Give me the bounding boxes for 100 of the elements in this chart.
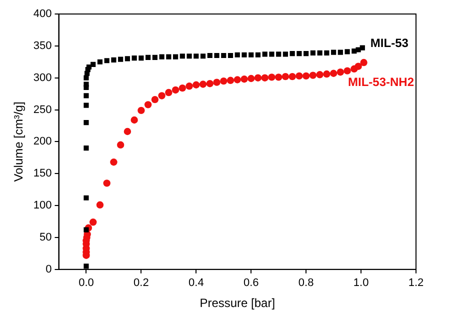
point — [194, 54, 199, 59]
point — [228, 52, 234, 58]
point — [336, 68, 344, 76]
point — [84, 82, 89, 87]
point — [330, 70, 338, 77]
point — [296, 51, 302, 56]
point — [207, 52, 212, 58]
point — [234, 52, 240, 58]
point — [166, 54, 172, 60]
point — [309, 72, 317, 79]
series-label: MIL-53 — [370, 36, 409, 50]
point — [290, 51, 295, 56]
point — [90, 218, 97, 226]
y-tick-label: 200 — [33, 136, 52, 148]
point — [84, 195, 89, 200]
point — [282, 72, 290, 80]
point — [269, 52, 274, 57]
point — [178, 84, 186, 92]
point — [304, 51, 309, 56]
y-tick-label: 150 — [33, 168, 52, 180]
point — [288, 72, 296, 80]
point — [192, 81, 200, 88]
point — [104, 58, 110, 64]
point — [130, 116, 138, 124]
y-tick-label: 50 — [40, 232, 52, 244]
x-tick-label: 1.2 — [408, 277, 424, 290]
point — [110, 158, 118, 166]
point — [159, 54, 164, 60]
x-tick-label: 1.0 — [353, 277, 369, 290]
point — [199, 80, 207, 88]
point — [103, 180, 110, 187]
y-tick-label: 300 — [33, 72, 52, 84]
point — [310, 50, 316, 56]
series-label: MIL-53-NH2 — [348, 74, 414, 89]
point — [214, 52, 220, 58]
point — [262, 52, 268, 57]
point — [116, 141, 124, 148]
point — [282, 52, 288, 57]
x-tick-label: 0.2 — [134, 277, 149, 290]
point — [360, 58, 368, 66]
point — [186, 82, 193, 90]
point — [84, 75, 89, 80]
point — [360, 45, 365, 50]
point — [221, 52, 226, 58]
point — [96, 201, 104, 209]
point — [165, 88, 172, 96]
point — [146, 54, 151, 60]
point — [90, 62, 96, 67]
point — [220, 77, 228, 85]
point — [331, 50, 336, 55]
x-tick-label: 0.0 — [78, 277, 94, 290]
point — [138, 56, 144, 61]
point — [254, 74, 262, 82]
point — [248, 74, 255, 82]
point — [206, 80, 214, 88]
point — [261, 74, 268, 82]
point — [344, 49, 350, 54]
point — [323, 70, 330, 78]
x-tick-label: 0.8 — [298, 277, 314, 290]
y-tick-label: 250 — [33, 104, 52, 116]
point — [173, 54, 178, 60]
point — [317, 50, 322, 56]
point — [255, 52, 261, 58]
point — [242, 52, 247, 58]
point — [84, 102, 89, 108]
point — [138, 106, 145, 114]
point — [97, 59, 103, 64]
point — [84, 146, 89, 151]
point — [344, 67, 351, 74]
point — [296, 72, 303, 80]
point — [316, 71, 324, 78]
point — [248, 52, 254, 58]
point — [276, 52, 282, 57]
point — [84, 227, 89, 232]
point — [186, 54, 192, 59]
point — [275, 74, 282, 81]
point — [151, 96, 159, 104]
y-tick-label: 0 — [46, 263, 52, 276]
point — [324, 50, 330, 56]
point — [124, 56, 130, 62]
point — [84, 120, 89, 126]
point — [268, 74, 276, 81]
point — [124, 128, 132, 136]
y-tick-label: 350 — [33, 40, 52, 52]
y-axis-title: Volume [cm³/g] — [12, 102, 26, 182]
point — [172, 86, 180, 94]
point — [180, 54, 185, 59]
point — [152, 54, 158, 60]
y-tick-label: 100 — [33, 200, 52, 212]
x-axis-title: Pressure [bar] — [200, 296, 276, 310]
point — [234, 76, 241, 84]
point — [338, 50, 343, 55]
point — [118, 56, 124, 62]
point — [158, 92, 166, 100]
point — [132, 56, 137, 61]
point — [354, 62, 362, 70]
y-tick-label: 400 — [33, 8, 52, 20]
point — [84, 264, 89, 269]
point — [84, 93, 89, 98]
point — [240, 76, 248, 83]
